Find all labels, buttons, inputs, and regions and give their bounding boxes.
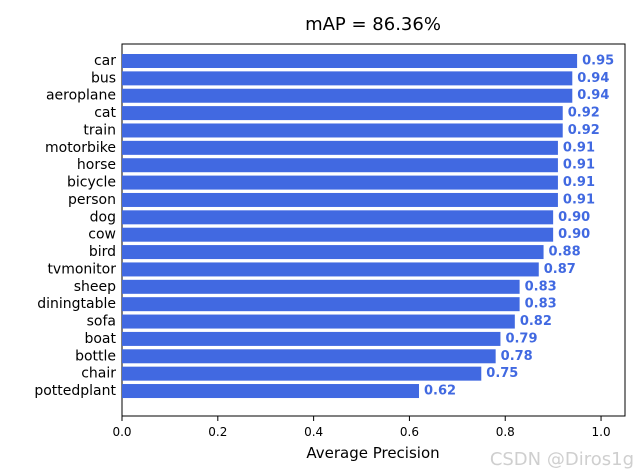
bar-bottle — [122, 349, 496, 364]
bar-pottedplant — [122, 384, 420, 399]
bar-bus — [122, 71, 573, 86]
value-label-person: 0.91 — [563, 192, 595, 207]
value-label-motorbike: 0.91 — [563, 140, 595, 155]
value-label-bottle: 0.78 — [501, 349, 533, 364]
category-label-bird: bird — [89, 244, 116, 260]
value-label-tvmonitor: 0.87 — [544, 262, 576, 277]
value-label-sheep: 0.83 — [525, 279, 557, 294]
value-label-car: 0.95 — [582, 54, 614, 69]
category-label-bottle: bottle — [75, 348, 116, 364]
chart-title: mAP = 86.36% — [305, 14, 441, 35]
category-label-boat: boat — [84, 331, 116, 347]
value-label-cat: 0.92 — [568, 106, 600, 121]
category-label-chair: chair — [81, 366, 116, 382]
bar-cow — [122, 227, 554, 242]
category-label-train: train — [83, 122, 116, 138]
x-axis-label: Average Precision — [306, 444, 439, 462]
bar-horse — [122, 158, 558, 173]
category-label-aeroplane: aeroplane — [46, 88, 116, 104]
category-label-sheep: sheep — [74, 279, 116, 295]
value-label-boat: 0.79 — [505, 331, 537, 346]
bar-bird — [122, 245, 544, 260]
category-label-car: car — [94, 53, 116, 69]
x-ticks-group: 0.0 0.2 0.4 0.6 0.8 1.0 — [112, 416, 611, 439]
bar-boat — [122, 331, 501, 346]
category-label-cow: cow — [88, 227, 116, 243]
x-tick-label: 0.0 — [112, 425, 131, 439]
category-label-person: person — [68, 192, 116, 208]
value-label-dog: 0.90 — [558, 210, 590, 225]
bar-aeroplane — [122, 88, 573, 103]
category-label-tvmonitor: tvmonitor — [47, 261, 116, 277]
value-label-train: 0.92 — [568, 123, 600, 138]
value-label-chair: 0.75 — [486, 366, 518, 381]
x-tick-label: 0.4 — [304, 425, 323, 439]
x-tick-label: 0.6 — [400, 425, 419, 439]
bar-motorbike — [122, 140, 558, 155]
value-label-diningtable: 0.83 — [525, 297, 557, 312]
bar-cat — [122, 106, 563, 121]
category-label-motorbike: motorbike — [45, 140, 116, 156]
category-label-cat: cat — [94, 105, 116, 121]
bar-car — [122, 54, 578, 68]
value-labels-group: 0.95 0.94 0.94 0.92 0.92 0.91 0.91 0.91 0.91 0.90… — [424, 54, 614, 399]
value-label-bicycle: 0.91 — [563, 175, 595, 190]
bar-chair — [122, 366, 482, 381]
bar-dog — [122, 210, 554, 225]
category-label-diningtable: diningtable — [37, 296, 116, 312]
bar-person — [122, 192, 558, 207]
bar-diningtable — [122, 297, 520, 312]
category-label-bus: bus — [91, 70, 116, 86]
x-tick-label: 1.0 — [592, 425, 611, 439]
value-label-horse: 0.91 — [563, 158, 595, 173]
bar-tvmonitor — [122, 262, 539, 277]
bar-sheep — [122, 279, 520, 294]
x-tick-label: 0.8 — [496, 425, 515, 439]
value-label-bird: 0.88 — [549, 245, 581, 260]
value-label-sofa: 0.82 — [520, 314, 552, 329]
bar-train — [122, 123, 563, 138]
bars-group — [122, 54, 578, 399]
bar-bicycle — [122, 175, 558, 190]
value-label-pottedplant: 0.62 — [424, 384, 456, 399]
category-label-dog: dog — [90, 209, 116, 225]
bar-sofa — [122, 314, 515, 329]
category-label-pottedplant: pottedplant — [34, 383, 116, 399]
category-label-bicycle: bicycle — [67, 175, 116, 191]
value-label-cow: 0.90 — [558, 227, 590, 242]
value-label-bus: 0.94 — [577, 71, 609, 86]
category-label-horse: horse — [77, 157, 116, 173]
category-label-sofa: sofa — [87, 314, 116, 330]
x-tick-label: 0.2 — [208, 425, 227, 439]
watermark: CSDN @Diros1g — [489, 449, 634, 470]
value-label-aeroplane: 0.94 — [577, 88, 609, 103]
